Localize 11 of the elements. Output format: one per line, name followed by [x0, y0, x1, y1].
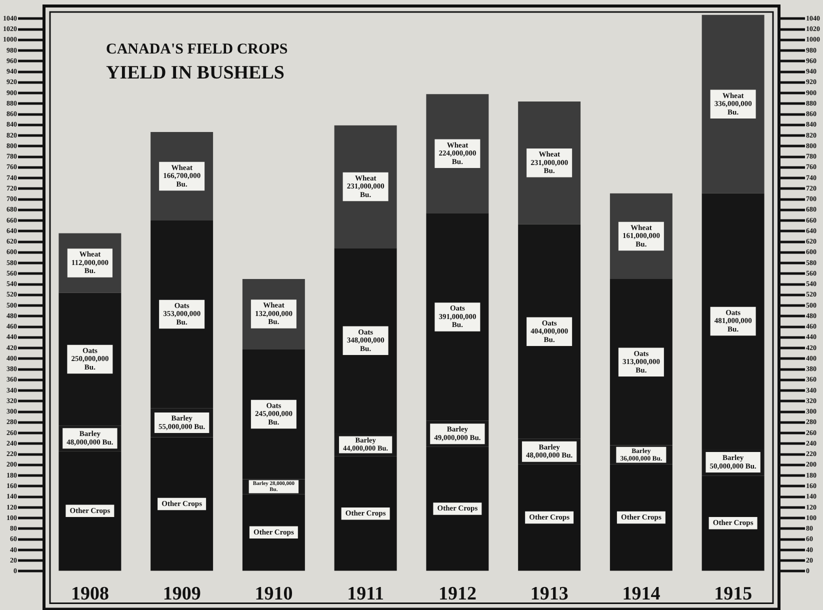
x-tick-label: 1915: [714, 584, 752, 605]
x-tick-label: 1911: [347, 584, 384, 605]
text: YIELD IN BUSHELS: [106, 62, 284, 84]
x-tick-label: 1909: [162, 584, 201, 605]
x-tick-label: 1910: [254, 584, 293, 605]
x-tick-label: 1913: [530, 584, 568, 605]
x-tick-label: 1912: [438, 584, 476, 605]
x-tick-label: 1908: [70, 584, 109, 605]
x-tick-label: 1914: [622, 584, 661, 605]
text: CANADA'S FIELD CROPS: [106, 41, 288, 58]
bar: [702, 14, 764, 194]
